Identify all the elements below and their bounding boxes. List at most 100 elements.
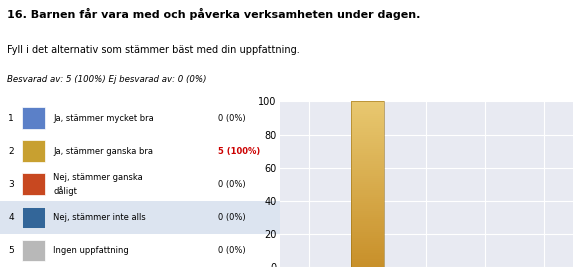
Bar: [351, 207, 384, 209]
Bar: [351, 104, 384, 105]
Bar: [351, 219, 384, 222]
Bar: [351, 108, 384, 110]
Bar: [351, 105, 384, 108]
Bar: [351, 199, 384, 201]
Bar: [351, 193, 384, 195]
Bar: [351, 238, 384, 240]
Bar: [351, 215, 384, 217]
Text: 4: 4: [9, 213, 14, 222]
Bar: [351, 162, 384, 163]
Text: 0 (0%): 0 (0%): [218, 180, 246, 189]
Bar: [351, 163, 384, 166]
Bar: [351, 166, 384, 168]
Text: Ja, stämmer ganska bra: Ja, stämmer ganska bra: [53, 147, 153, 156]
Bar: [22, 174, 45, 195]
Bar: [351, 259, 384, 261]
Bar: [351, 234, 384, 236]
Bar: [351, 168, 384, 170]
Bar: [351, 126, 384, 128]
Bar: [351, 101, 384, 104]
Bar: [351, 255, 384, 257]
Bar: [351, 180, 384, 182]
Bar: [351, 147, 384, 149]
Bar: [351, 118, 384, 120]
Text: Nej, stämmer inte alls: Nej, stämmer inte alls: [53, 213, 146, 222]
Bar: [351, 130, 384, 132]
Bar: [351, 213, 384, 215]
Bar: [351, 261, 384, 263]
Bar: [351, 189, 384, 190]
Bar: [351, 157, 384, 159]
Bar: [351, 101, 384, 267]
Bar: [351, 145, 384, 147]
Bar: [22, 207, 45, 228]
Bar: [351, 226, 384, 228]
Bar: [351, 122, 384, 124]
Bar: [22, 140, 45, 162]
Bar: [351, 240, 384, 242]
Bar: [351, 132, 384, 135]
Bar: [351, 182, 384, 184]
Bar: [22, 240, 45, 261]
Text: 1: 1: [8, 113, 14, 123]
Bar: [351, 141, 384, 143]
Text: 2: 2: [9, 147, 14, 156]
Bar: [351, 230, 384, 232]
Bar: [351, 124, 384, 126]
Bar: [351, 110, 384, 112]
Bar: [351, 195, 384, 197]
Bar: [351, 153, 384, 155]
Text: Nej, stämmer ganska: Nej, stämmer ganska: [53, 173, 143, 182]
Bar: [351, 178, 384, 180]
Bar: [351, 137, 384, 139]
Bar: [351, 112, 384, 114]
Bar: [351, 184, 384, 186]
Bar: [351, 155, 384, 157]
Bar: [351, 159, 384, 162]
Bar: [351, 197, 384, 199]
Text: 0 (0%): 0 (0%): [218, 246, 246, 255]
Bar: [351, 211, 384, 213]
Bar: [351, 232, 384, 234]
Text: 0 (0%): 0 (0%): [218, 113, 246, 123]
Bar: [351, 253, 384, 255]
Bar: [351, 120, 384, 122]
Text: dåligt: dåligt: [53, 186, 77, 196]
Bar: [351, 170, 384, 172]
Bar: [351, 135, 384, 137]
Bar: [351, 139, 384, 141]
Text: 5: 5: [8, 246, 14, 255]
Text: Fyll i det alternativ som stämmer bäst med din uppfattning.: Fyll i det alternativ som stämmer bäst m…: [7, 45, 300, 55]
Bar: [351, 263, 384, 265]
Text: 0 (0%): 0 (0%): [218, 213, 246, 222]
Bar: [351, 151, 384, 153]
Bar: [351, 143, 384, 145]
Bar: [351, 217, 384, 219]
Bar: [351, 222, 384, 223]
Bar: [351, 201, 384, 203]
Bar: [351, 250, 384, 253]
Text: Ingen uppfattning: Ingen uppfattning: [53, 246, 129, 255]
Bar: [351, 246, 384, 248]
Text: 16. Barnen får vara med och påverka verksamheten under dagen.: 16. Barnen får vara med och påverka verk…: [7, 8, 420, 20]
Bar: [351, 265, 384, 267]
Bar: [351, 236, 384, 238]
Bar: [351, 186, 384, 189]
Bar: [351, 203, 384, 205]
Bar: [351, 149, 384, 151]
Text: 5 (100%): 5 (100%): [218, 147, 260, 156]
Text: Besvarad av: 5 (100%) Ej besvarad av: 0 (0%): Besvarad av: 5 (100%) Ej besvarad av: 0 …: [7, 75, 206, 84]
Bar: [351, 248, 384, 250]
Text: 3: 3: [8, 180, 14, 189]
Bar: [351, 114, 384, 116]
Bar: [351, 190, 384, 193]
Bar: [351, 128, 384, 130]
Bar: [351, 176, 384, 178]
Bar: [0, 201, 280, 234]
Bar: [351, 257, 384, 259]
Bar: [351, 205, 384, 207]
Bar: [351, 172, 384, 174]
Bar: [351, 174, 384, 176]
Bar: [351, 223, 384, 226]
Bar: [351, 244, 384, 246]
